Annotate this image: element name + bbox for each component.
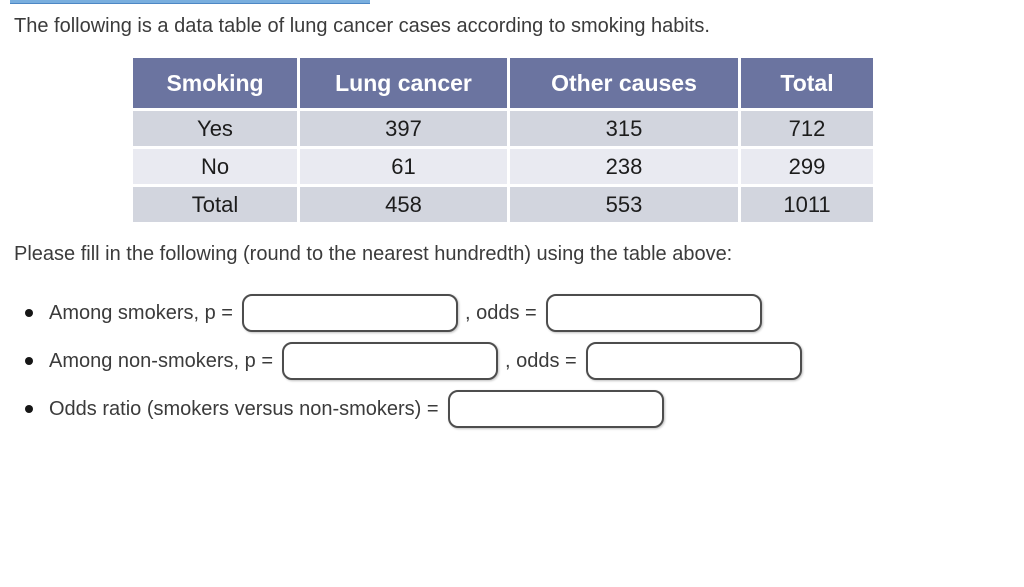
row-label: Total <box>133 187 297 222</box>
intro-text: The following is a data table of lung ca… <box>14 15 710 37</box>
cell-value: 553 <box>510 187 738 222</box>
cell-value: 299 <box>741 149 873 184</box>
question-middle-label: , odds = <box>464 301 537 324</box>
cell-value: 1011 <box>741 187 873 222</box>
table-header-lung-cancer: Lung cancer <box>300 58 507 108</box>
table-row-yes: Yes 397 315 712 <box>133 111 873 146</box>
cell-value: 61 <box>300 149 507 184</box>
smoking-data-table: Smoking Lung cancer Other causes Total Y… <box>130 55 876 225</box>
table-header-total: Total <box>741 58 873 108</box>
question-among-smokers: Among smokers, p = , odds = <box>14 291 762 335</box>
among-smokers-odds-input[interactable] <box>545 294 762 332</box>
cell-value: 397 <box>300 111 507 146</box>
truncated-link-underline <box>10 0 370 4</box>
table-header-smoking: Smoking <box>133 58 297 108</box>
odds-ratio-input[interactable] <box>447 390 664 428</box>
cell-value: 712 <box>741 111 873 146</box>
among-smokers-p-input[interactable] <box>241 294 458 332</box>
row-label: Yes <box>133 111 297 146</box>
cell-value: 238 <box>510 149 738 184</box>
table-header-other-causes: Other causes <box>510 58 738 108</box>
question-among-non-smokers: Among non-smokers, p = , odds = <box>14 339 802 383</box>
bullet-icon <box>25 357 33 365</box>
question-label: Odds ratio (smokers versus non-smokers) … <box>49 397 439 420</box>
table-row-no: No 61 238 299 <box>133 149 873 184</box>
question-odds-ratio: Odds ratio (smokers versus non-smokers) … <box>14 387 664 431</box>
bullet-icon <box>25 309 33 317</box>
question-label: Among smokers, p = <box>49 301 233 324</box>
table-row-total: Total 458 553 1011 <box>133 187 873 222</box>
instruction-text: Please fill in the following (round to t… <box>14 243 733 265</box>
cell-value: 458 <box>300 187 507 222</box>
cell-value: 315 <box>510 111 738 146</box>
row-label: No <box>133 149 297 184</box>
among-non-smokers-odds-input[interactable] <box>585 342 802 380</box>
among-non-smokers-p-input[interactable] <box>282 342 498 380</box>
table-header-row: Smoking Lung cancer Other causes Total <box>133 58 873 108</box>
question-label: Among non-smokers, p = <box>49 349 273 372</box>
bullet-icon <box>25 405 33 413</box>
question-middle-label: , odds = <box>505 349 577 372</box>
